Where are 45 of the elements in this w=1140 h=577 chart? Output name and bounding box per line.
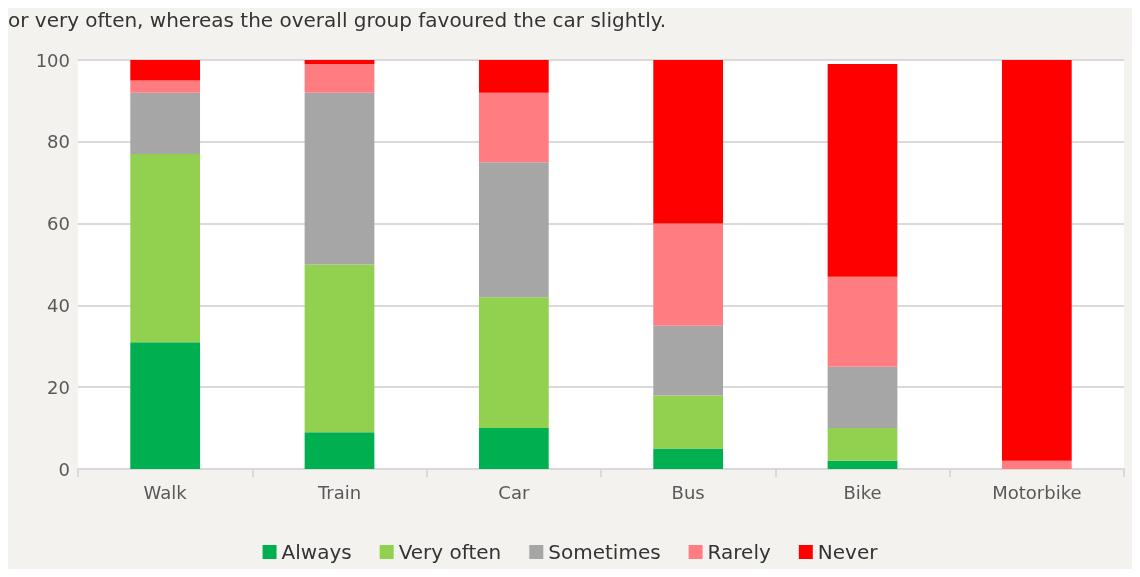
bar bbox=[827, 276, 898, 367]
bar bbox=[304, 92, 375, 265]
bar bbox=[827, 428, 898, 461]
y-tick-label: 100 bbox=[35, 49, 70, 71]
x-tick-label: Bus bbox=[671, 481, 705, 503]
bar bbox=[653, 448, 724, 469]
y-tick-label: 0 bbox=[58, 458, 70, 480]
bar bbox=[1001, 460, 1072, 469]
legend-label: Sometimes bbox=[548, 540, 661, 564]
y-tick-label: 60 bbox=[47, 213, 70, 235]
bar bbox=[478, 162, 549, 298]
bar bbox=[653, 395, 724, 449]
bar bbox=[827, 366, 898, 429]
bar bbox=[130, 92, 201, 155]
legend-label: Always bbox=[281, 540, 352, 564]
x-tick-label: Train bbox=[316, 481, 362, 503]
bar bbox=[130, 60, 201, 81]
x-tick-label: Bike bbox=[843, 481, 882, 503]
bar bbox=[130, 80, 201, 93]
bar bbox=[304, 64, 375, 93]
bar bbox=[478, 60, 549, 93]
bar bbox=[1001, 60, 1072, 461]
bar bbox=[304, 432, 375, 469]
bar bbox=[130, 342, 201, 469]
bar bbox=[653, 223, 724, 326]
y-tick-label: 80 bbox=[47, 131, 70, 153]
x-tick-label: Car bbox=[498, 481, 530, 503]
bar bbox=[827, 64, 898, 277]
legend-label: Very often bbox=[398, 540, 502, 564]
bar bbox=[478, 428, 549, 469]
legend-label: Rarely bbox=[707, 540, 771, 564]
y-tick-label: 40 bbox=[47, 294, 70, 316]
bar bbox=[478, 92, 549, 163]
y-tick-label: 20 bbox=[47, 376, 70, 398]
x-tick-label: Motorbike bbox=[992, 481, 1082, 503]
bar bbox=[130, 154, 201, 343]
bar bbox=[304, 60, 375, 65]
x-tick-label: Walk bbox=[143, 481, 188, 503]
bar bbox=[478, 297, 549, 429]
bar bbox=[653, 325, 724, 396]
text: or very often, whereas the overall group favoured the car slightly. bbox=[8, 8, 667, 32]
bar bbox=[304, 264, 375, 433]
bar bbox=[827, 460, 898, 469]
legend-label: Never bbox=[817, 540, 879, 564]
bar bbox=[653, 60, 724, 224]
